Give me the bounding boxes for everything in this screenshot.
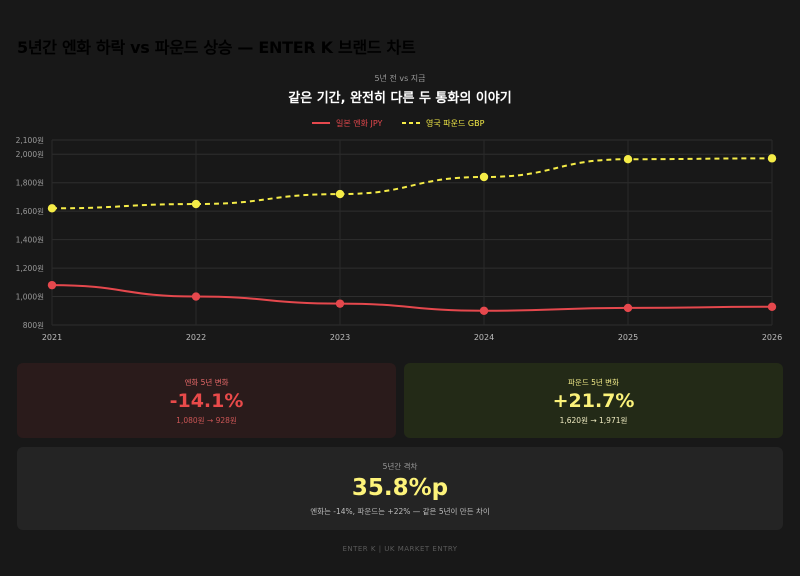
jpy-card-detail: 1,080원 → 928원 <box>176 416 237 425</box>
data-point <box>767 154 777 163</box>
gap-card: 5년간 격차 35.8%p 엔화는 -14%, 파운드는 +22% — 같은 5… <box>17 447 783 530</box>
y-tick-label: 1,000원 <box>16 293 44 302</box>
title-band <box>0 28 800 62</box>
y-tick-label: 2,000원 <box>16 150 44 159</box>
data-point <box>623 155 633 164</box>
gbp-card-value: +21.7% <box>552 390 635 412</box>
gap-card-value: 35.8%p <box>351 475 449 501</box>
jpy-card-value: -14.1% <box>169 390 244 412</box>
footer: ENTER K | UK MARKET ENTRY <box>342 545 458 553</box>
page-title: 5년간 엔화 하락 vs 파운드 상승 — ENTER K 브랜드 차트 <box>17 38 416 57</box>
jpy-change-card: 엔화 5년 변화 -14.1% 1,080원 → 928원 <box>17 363 396 438</box>
jpy-card-label: 엔화 5년 변화 <box>184 378 229 387</box>
data-point <box>335 299 345 308</box>
series-line <box>51 284 773 312</box>
y-tick-label: 1,600원 <box>16 207 44 216</box>
x-tick-label: 2026 <box>762 333 782 342</box>
x-tick-label: 2023 <box>330 333 350 342</box>
y-tick-label: 1,200원 <box>16 264 44 273</box>
series-line <box>51 157 773 210</box>
y-tick-label: 2,100원 <box>16 136 44 145</box>
gbp-card-detail: 1,620원 → 1,971원 <box>559 416 628 425</box>
legend-label: 일본 엔화 JPY <box>336 118 383 128</box>
chart-subtitle: 5년 전 vs 지금 <box>374 74 426 83</box>
data-point <box>479 172 489 182</box>
data-point <box>479 306 489 315</box>
y-tick-label: 1,800원 <box>16 179 44 188</box>
gbp-change-card: 파운드 5년 변화 +21.7% 1,620원 → 1,971원 <box>404 363 783 438</box>
gap-card-detail: 엔화는 -14%, 파운드는 +22% — 같은 5년이 만든 차이 <box>310 507 490 516</box>
x-tick-label: 2022 <box>186 333 206 342</box>
line-chart: 800원 1,000원 1,200원 1,400원 1,600원 1,800원 2,000원… <box>16 118 783 342</box>
gbp-card-label: 파운드 5년 변화 <box>568 378 619 387</box>
y-tick-label: 1,400원 <box>16 236 44 245</box>
x-tick-label: 2025 <box>618 333 638 342</box>
data-point <box>191 199 201 209</box>
x-tick-label: 2024 <box>474 333 494 342</box>
legend-label: 영국 파운드 GBP <box>426 118 485 128</box>
data-point <box>47 280 57 290</box>
data-point <box>335 189 345 199</box>
x-tick-label: 2021 <box>42 333 62 342</box>
data-point <box>47 204 57 213</box>
gap-card-label: 5년간 격차 <box>382 462 418 471</box>
chart-title: 같은 기간, 완전히 다른 두 통화의 이야기 <box>288 91 512 106</box>
data-point <box>623 303 633 313</box>
data-point <box>191 292 201 301</box>
data-point <box>767 302 777 311</box>
y-tick-label: 800원 <box>23 321 44 330</box>
